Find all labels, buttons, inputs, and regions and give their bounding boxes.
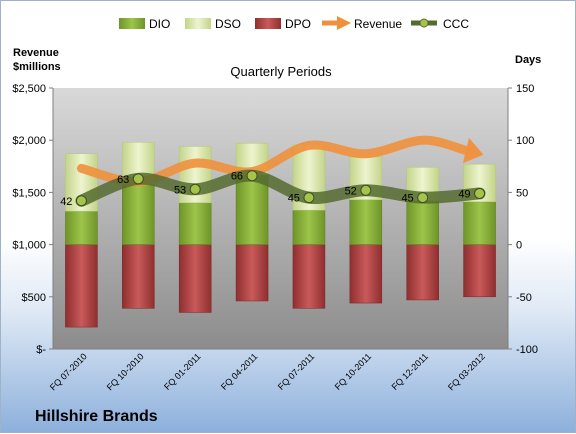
legend: DIO DSO DPO Revenue CCC <box>119 16 469 31</box>
ccc-line <box>75 169 486 207</box>
chart-subtitle: Quarterly Periods <box>230 64 332 79</box>
right-axis-tick-label: 150 <box>516 83 534 95</box>
right-axis-tick-label: -100 <box>516 344 538 356</box>
brand-name: Hillshire Brands <box>35 408 158 425</box>
right-axis-tick-label: 100 <box>516 135 534 147</box>
x-axis-tick-label: FQ 07-2011 <box>276 351 317 392</box>
x-axis-tick-label: FQ 03-2012 <box>446 351 487 392</box>
left-axis-tick-label: $- <box>36 344 46 356</box>
x-axis-labels: FQ 07-2010 FQ 10-2010 FQ 01-2011 FQ 04-2011… <box>48 351 487 392</box>
ccc-marker <box>303 192 315 204</box>
ccc-marker <box>360 184 372 196</box>
left-axis-tick-label: $1,500 <box>12 187 46 199</box>
right-axis-tick-label: -50 <box>516 292 532 304</box>
right-axis: -100 -50 0 50 100 150 <box>507 83 538 356</box>
ccc-data-label: 49 <box>458 188 470 200</box>
revenue-arrowhead <box>462 137 484 164</box>
bar-dio <box>122 183 155 245</box>
legend-swatch-revenue <box>322 16 351 30</box>
ccc-data-label: 52 <box>345 185 357 197</box>
legend-swatch-ccc <box>411 18 437 28</box>
right-axis-tick-label: 0 <box>516 240 522 252</box>
bar-dio <box>235 174 269 245</box>
ccc-marker <box>75 195 87 207</box>
left-axis-tick-label: $2,000 <box>12 135 46 147</box>
bar-dio <box>292 209 326 245</box>
right-axis-tick-label: 50 <box>516 187 528 199</box>
legend-label-dso: DSO <box>215 17 241 31</box>
ccc-marker <box>417 192 429 204</box>
right-axis-title: Days <box>515 54 541 66</box>
bar-dio <box>463 201 496 245</box>
bar-dpo <box>406 244 439 301</box>
ccc-marker <box>189 183 201 195</box>
bar-dpo <box>65 244 98 328</box>
bar-dio <box>65 210 98 245</box>
ccc-layer <box>75 169 486 207</box>
left-axis: $- $500 $1,000 $1,500 $2,000 $2,500 <box>12 83 54 356</box>
left-axis-title-line2: $millions <box>13 61 61 73</box>
data-labels-layer: 42 63 53 66 45 52 45 49 <box>60 171 470 208</box>
left-axis-title-line1: Revenue <box>13 47 59 59</box>
ccc-data-label: 53 <box>174 184 186 196</box>
x-axis-tick-label: FQ 12-2011 <box>390 351 431 392</box>
bar-dpo <box>178 244 212 313</box>
legend-swatch-dio <box>119 18 145 29</box>
legend-label-dpo: DPO <box>285 17 311 31</box>
bar-dio <box>406 200 439 245</box>
left-axis-tick-label: $500 <box>22 292 46 304</box>
bar-dpo <box>235 244 269 302</box>
bar-dpo <box>292 244 326 309</box>
x-axis-tick-label: FQ 04-2011 <box>219 351 260 392</box>
legend-swatch-dso <box>185 18 211 29</box>
left-axis-tick-label: $2,500 <box>12 83 46 95</box>
ccc-marker <box>246 170 258 182</box>
bars-layer <box>65 142 496 328</box>
x-axis-tick-label: FQ 10-2011 <box>333 351 374 392</box>
legend-label-dio: DIO <box>149 17 170 31</box>
bar-dpo <box>349 244 383 304</box>
ccc-data-label: 45 <box>288 193 300 205</box>
legend-label-ccc: CCC <box>443 17 469 31</box>
bar-dpo <box>122 244 155 309</box>
left-axis-tick-label: $1,000 <box>12 240 46 252</box>
legend-swatch-dpo <box>255 18 281 29</box>
plot-area <box>53 88 508 349</box>
x-axis-tick-label: FQ 10-2010 <box>105 351 146 392</box>
bar-dio <box>349 199 383 245</box>
x-axis-tick-label: FQ 01-2011 <box>162 351 203 392</box>
ccc-data-label: 66 <box>231 171 243 183</box>
ccc-data-label: 42 <box>60 196 72 208</box>
ccc-data-label: 63 <box>117 174 129 186</box>
x-axis-tick-label: FQ 07-2010 <box>48 351 89 392</box>
bar-dio <box>178 202 212 245</box>
ccc-data-label: 45 <box>401 193 413 205</box>
ccc-marker <box>474 187 486 199</box>
bar-dpo <box>463 244 496 298</box>
legend-label-revenue: Revenue <box>354 17 402 31</box>
ccc-marker <box>132 173 144 185</box>
